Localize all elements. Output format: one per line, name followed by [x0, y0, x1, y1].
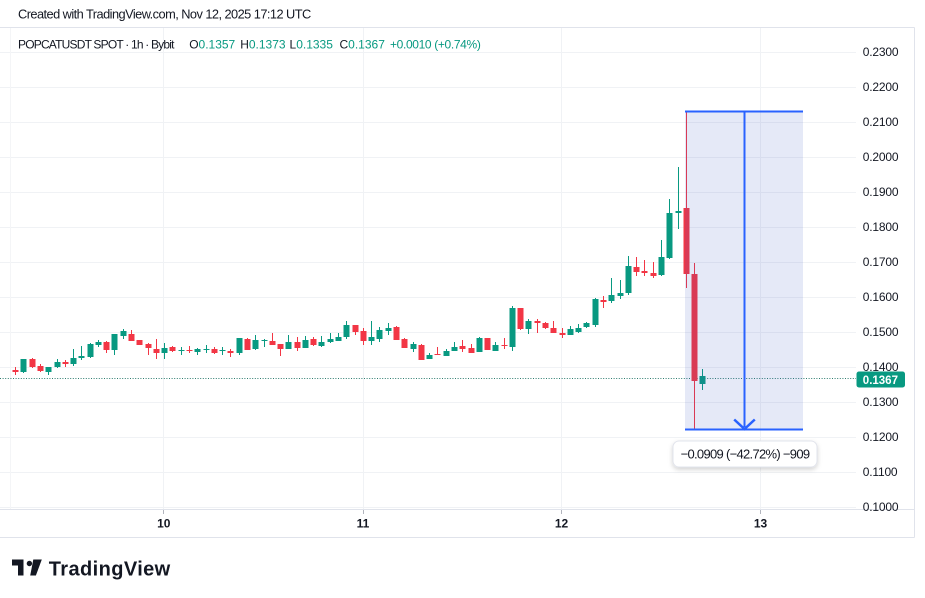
- svg-text:0.1900: 0.1900: [863, 185, 899, 199]
- svg-text:TradingView: TradingView: [49, 558, 171, 580]
- svg-text:−0.0909 (−42.72%) −909: −0.0909 (−42.72%) −909: [681, 447, 810, 462]
- svg-text:L0.1335: L0.1335: [290, 38, 334, 52]
- svg-text:0.1000: 0.1000: [863, 500, 899, 514]
- svg-text:0.1367: 0.1367: [863, 375, 898, 387]
- svg-text:0.1200: 0.1200: [863, 430, 899, 444]
- svg-text:11: 11: [357, 517, 370, 531]
- svg-text:POPCATUSDT SPOT · 1h · Bybit: POPCATUSDT SPOT · 1h · Bybit: [18, 38, 175, 52]
- svg-text:O0.1357: O0.1357: [189, 38, 235, 52]
- svg-text:12: 12: [555, 517, 569, 531]
- svg-text:0.1100: 0.1100: [863, 465, 898, 479]
- svg-text:0.1600: 0.1600: [863, 290, 899, 304]
- svg-text:13: 13: [754, 517, 768, 531]
- svg-text:0.1300: 0.1300: [863, 395, 899, 409]
- svg-text:0.2100: 0.2100: [863, 115, 899, 129]
- svg-text:0.1400: 0.1400: [863, 360, 899, 374]
- svg-text:+0.0010 (+0.74%): +0.0010 (+0.74%): [390, 38, 481, 52]
- svg-text:0.2300: 0.2300: [863, 45, 899, 59]
- svg-text:0.1700: 0.1700: [863, 255, 899, 269]
- svg-text:0.1800: 0.1800: [863, 220, 899, 234]
- svg-text:10: 10: [157, 517, 171, 531]
- svg-text:Created with TradingView.com,: Created with TradingView.com, Nov 12, 20…: [18, 7, 311, 22]
- svg-text:H0.1373: H0.1373: [240, 38, 286, 52]
- svg-text:C0.1367: C0.1367: [340, 38, 386, 52]
- svg-text:0.2000: 0.2000: [863, 150, 899, 164]
- svg-text:0.2200: 0.2200: [863, 80, 899, 94]
- svg-text:0.1500: 0.1500: [863, 325, 899, 339]
